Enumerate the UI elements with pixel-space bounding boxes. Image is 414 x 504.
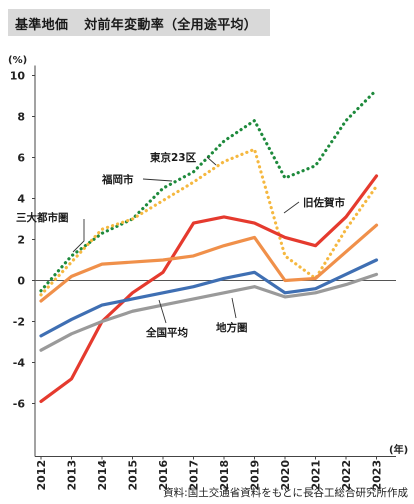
source-note: 資料:国土交通省資料をもとに長谷工総合研究所作成 — [163, 487, 408, 499]
series-label: 三大都市圏 — [16, 211, 69, 224]
chart-axes: 10 8 6 4 2 0 -2 -4 -6 (%) 2012 2013 2014 2015 2016 2017… — [8, 55, 408, 491]
chart-title-main: 基準地価 — [15, 18, 69, 33]
chart-title-sub: 対前年変動率（全用途平均） — [84, 18, 258, 33]
x-tick-label: 2021 — [310, 460, 323, 491]
x-axis-unit: (年) — [389, 443, 408, 456]
series-label: 地方圏 — [216, 321, 248, 334]
y-axis-unit: (%) — [8, 55, 27, 66]
y-tick-label: 2 — [17, 234, 25, 247]
series-label: 福岡市 — [101, 173, 134, 186]
y-tick-label: 10 — [10, 70, 26, 83]
x-tick-label: 2014 — [96, 460, 109, 491]
series-line — [39, 223, 379, 303]
x-tick-label: 2020 — [279, 460, 292, 491]
x-tick-label: 2012 — [35, 460, 48, 491]
series-line — [39, 174, 379, 404]
series-label-leader — [231, 297, 237, 319]
x-tick-label: 2015 — [127, 460, 140, 491]
x-tick-label: 2017 — [188, 460, 201, 491]
series-line — [39, 272, 379, 352]
series-label: 旧佐賀市 — [303, 196, 345, 209]
chart-series — [39, 88, 379, 404]
y-tick-label: 6 — [17, 152, 25, 165]
series-label-leader — [72, 219, 85, 253]
series-line — [39, 147, 379, 297]
series-label-leader — [283, 201, 300, 214]
y-tick-label: -2 — [13, 316, 25, 329]
series-line — [39, 258, 379, 338]
y-tick-label: 4 — [17, 193, 25, 206]
series-line — [39, 88, 379, 293]
x-tick-label: 2016 — [157, 460, 170, 491]
x-tick-label: 2019 — [249, 460, 262, 491]
chart-title: 基準地価 対前年変動率（全用途平均） — [15, 14, 257, 33]
chart-title-box: 基準地価 対前年変動率（全用途平均） — [8, 9, 270, 36]
series-label: 全国平均 — [145, 326, 188, 339]
series-label-leader — [158, 299, 167, 324]
x-tick-label: 2013 — [66, 460, 79, 491]
x-tick-label: 2022 — [340, 460, 353, 491]
x-tick-label: 2018 — [218, 460, 231, 491]
y-tick-label: -4 — [13, 357, 26, 370]
series-label: 東京23区 — [150, 151, 197, 164]
y-tick-label: -6 — [13, 398, 26, 411]
series-label-leader — [142, 178, 173, 182]
x-tick-label: 2023 — [371, 460, 384, 491]
y-tick-label: 8 — [17, 111, 25, 124]
series-label-leader — [206, 156, 217, 166]
y-tick-label: 0 — [17, 275, 25, 288]
